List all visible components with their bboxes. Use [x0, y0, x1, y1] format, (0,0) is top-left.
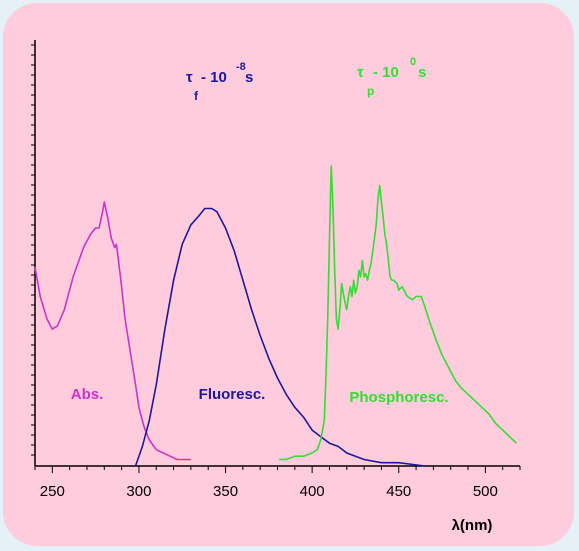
- svg-text:- 10: - 10: [201, 69, 227, 86]
- svg-text:s: s: [245, 69, 253, 86]
- svg-text:s: s: [418, 64, 426, 81]
- chart-card: [3, 3, 574, 546]
- absorption-curve: [34, 201, 191, 461]
- series-label-phosphoresc: Phosphoresc.: [349, 389, 448, 406]
- svg-text:0: 0: [410, 56, 416, 68]
- svg-text:- 10: - 10: [373, 64, 399, 81]
- x-tick-label-250: 250: [40, 483, 65, 500]
- fluorescence-lifetime-annotation: τ f - 10 -8 s: [186, 61, 253, 103]
- svg-text:-8: -8: [236, 61, 246, 73]
- svg-text:f: f: [194, 89, 199, 103]
- y-axis-ticks: [31, 44, 35, 456]
- svg-text:τ: τ: [186, 69, 193, 86]
- phosphorescence-lifetime-annotation: τ p - 10 0 s: [357, 56, 426, 98]
- x-axis-label: λ(nm): [452, 517, 493, 534]
- x-tick-label-450: 450: [386, 483, 411, 500]
- x-tick-label-350: 350: [213, 483, 238, 500]
- series-curves: [34, 165, 518, 467]
- x-tick-label-300: 300: [126, 483, 151, 500]
- svg-text:τ: τ: [357, 64, 364, 81]
- fluorescence-curve: [134, 207, 425, 467]
- series-label-abs: Abs.: [71, 386, 104, 403]
- x-tick-label-400: 400: [300, 483, 325, 500]
- x-axis-ticks: 250 300 350 400 450 500: [34, 466, 521, 500]
- x-tick-label-500: 500: [473, 483, 498, 500]
- phosphorescence-curve: [279, 165, 518, 461]
- series-label-fluoresc: Fluoresc.: [199, 386, 266, 403]
- svg-text:p: p: [367, 84, 374, 98]
